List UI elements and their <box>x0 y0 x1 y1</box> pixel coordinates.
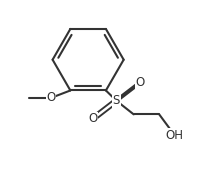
Text: O: O <box>88 112 97 125</box>
Text: OH: OH <box>166 129 184 142</box>
Text: O: O <box>46 91 55 105</box>
Text: S: S <box>113 94 120 107</box>
Text: O: O <box>136 76 145 89</box>
